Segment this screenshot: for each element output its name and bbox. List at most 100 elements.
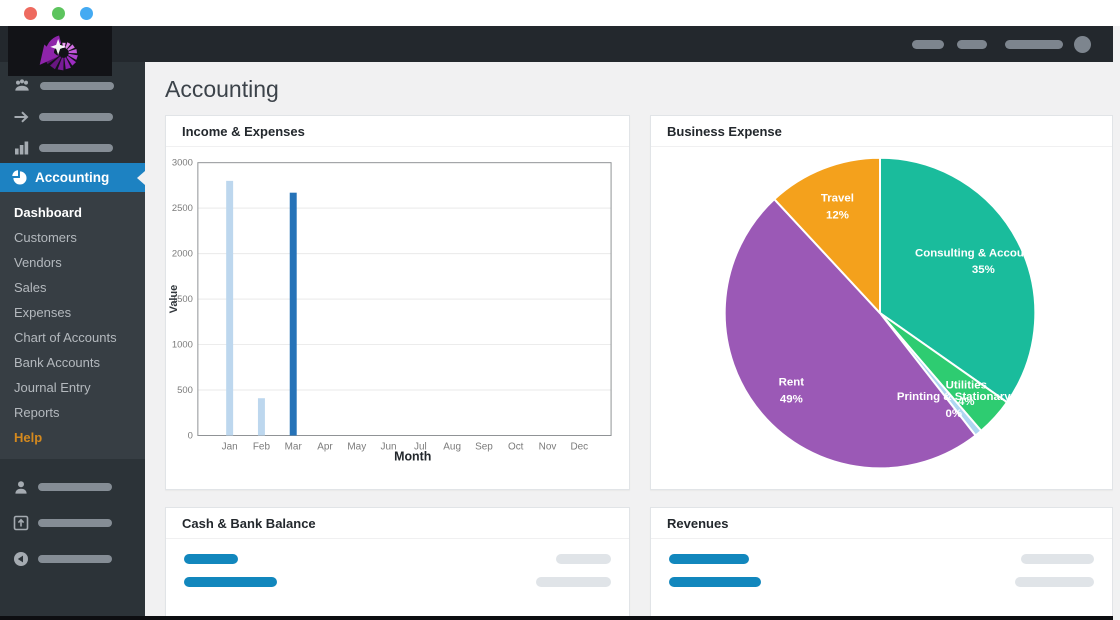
app-logo[interactable] [8, 26, 112, 76]
topbar-link-placeholder[interactable] [957, 39, 987, 49]
submenu-item-vendors[interactable]: Vendors [14, 255, 62, 270]
svg-text:1000: 1000 [172, 340, 193, 351]
sidebar-item-collapse-menu[interactable] [0, 541, 145, 577]
window-close-button[interactable] [24, 6, 37, 20]
svg-text:0: 0 [188, 430, 193, 441]
card-title-cash-bank: Cash & Bank Balance [166, 508, 629, 539]
menu-label-placeholder [38, 555, 112, 563]
submenu-item-sales[interactable]: Sales [14, 280, 47, 295]
window-bottom-edge [0, 616, 1113, 620]
users-icon [15, 79, 29, 91]
svg-text:May: May [347, 441, 366, 452]
menu-label-placeholder [39, 143, 113, 152]
svg-text:49%: 49% [780, 394, 803, 406]
svg-text:0%: 0% [946, 408, 963, 420]
submenu-item-expenses[interactable]: Expenses [14, 305, 72, 320]
active-item-arrow [137, 170, 145, 185]
svg-text:Printing & Stationary: Printing & Stationary [897, 391, 1011, 403]
svg-text:Travel: Travel [821, 193, 854, 205]
window-minimize-button[interactable] [52, 6, 65, 20]
bar-chart-icon [15, 141, 29, 155]
sidebar-item-placeholder-1[interactable] [0, 70, 145, 101]
svg-text:2000: 2000 [172, 249, 193, 260]
sidebar: Accounting Dashboard Customers Vendors S… [0, 62, 145, 620]
svg-text:Jul: Jul [414, 441, 427, 452]
submenu-item-reports[interactable]: Reports [14, 405, 60, 420]
amount-placeholder [556, 554, 611, 564]
svg-text:Utilities: Utilities [946, 379, 987, 391]
amount-placeholder [1015, 577, 1094, 587]
svg-text:500: 500 [177, 385, 193, 396]
sidebar-item-settings[interactable] [0, 505, 145, 541]
svg-text:12%: 12% [826, 210, 849, 222]
svg-text:Aug: Aug [443, 441, 461, 452]
account-label-placeholder[interactable] [184, 554, 238, 564]
card-title-business-expense: Business Expense [651, 116, 1112, 147]
svg-text:Mar: Mar [285, 441, 303, 452]
card-income-expenses: Income & Expenses 0 500 1000 1500 2000 2500 30… [165, 115, 630, 490]
sidebar-submenu: Dashboard Customers Vendors Sales Expens… [0, 192, 145, 459]
card-title-revenues: Revenues [651, 508, 1112, 539]
main-content: Accounting Income & Expenses 0 500 1000 150… [145, 62, 1113, 620]
top-nav-bar [0, 26, 1113, 62]
window-maximize-button[interactable] [80, 6, 93, 20]
sidebar-item-profile[interactable] [0, 469, 145, 505]
sidebar-item-label: Accounting [35, 170, 110, 185]
svg-text:Consulting & Accounting: Consulting & Accounting [915, 247, 1052, 259]
balance-row [166, 577, 629, 587]
submenu-item-bank-accounts[interactable]: Bank Accounts [14, 355, 100, 370]
svg-text:2500: 2500 [172, 203, 193, 214]
svg-text:Nov: Nov [539, 441, 557, 452]
amount-placeholder [536, 577, 611, 587]
account-label-placeholder[interactable] [184, 577, 277, 587]
card-revenues: Revenues [650, 507, 1113, 620]
svg-text:Rent: Rent [779, 377, 805, 389]
settings-icon [13, 515, 29, 531]
card-title-income-expenses: Income & Expenses [166, 116, 629, 147]
submenu-item-dashboard[interactable]: Dashboard [14, 205, 82, 220]
sidebar-item-accounting[interactable]: Accounting [0, 163, 145, 192]
window-titlebar [0, 0, 1120, 26]
menu-label-placeholder [38, 519, 112, 527]
submenu-item-help[interactable]: Help [14, 430, 43, 445]
svg-text:Oct: Oct [508, 441, 524, 452]
svg-text:Jun: Jun [381, 441, 397, 452]
topbar-actions [912, 26, 1091, 62]
revenue-row [651, 554, 1112, 564]
user-icon [15, 480, 27, 494]
menu-label-placeholder [38, 483, 112, 491]
card-cash-bank-balance: Cash & Bank Balance [165, 507, 630, 620]
business-expense-pie-chart: Consulting & Accounting 35% Utilities 4%Pri… [723, 156, 1052, 470]
svg-text:Dec: Dec [570, 441, 588, 452]
svg-text:1500: 1500 [172, 294, 193, 305]
revenue-label-placeholder[interactable] [669, 554, 749, 564]
income-expenses-bar-chart: 0 500 1000 1500 2000 2500 3000 Jan Feb Mar Apr May J… [168, 158, 612, 463]
menu-label-placeholder [39, 112, 113, 121]
menu-label-placeholder [40, 81, 114, 90]
collapse-menu-icon [14, 552, 28, 566]
svg-text:Month: Month [394, 449, 431, 463]
page-title: Accounting [165, 76, 279, 102]
pie-chart-icon [12, 170, 27, 185]
svg-text:Value: Value [168, 285, 180, 314]
sidebar-item-placeholder-2[interactable] [0, 101, 145, 132]
sidebar-item-placeholder-3[interactable] [0, 132, 145, 163]
revenue-row [651, 577, 1112, 587]
topbar-user-placeholder[interactable] [1005, 39, 1063, 49]
submenu-item-customers[interactable]: Customers [14, 230, 77, 245]
topbar-link-placeholder[interactable] [912, 39, 944, 49]
arrow-right-icon [14, 110, 29, 123]
svg-text:Feb: Feb [253, 441, 271, 452]
svg-text:Jan: Jan [222, 441, 238, 452]
svg-text:Apr: Apr [317, 441, 333, 452]
balance-row [166, 554, 629, 564]
revenue-label-placeholder[interactable] [669, 577, 761, 587]
amount-placeholder [1021, 554, 1094, 564]
svg-text:4%: 4% [958, 396, 975, 408]
submenu-item-chart-of-accounts[interactable]: Chart of Accounts [14, 330, 117, 345]
svg-text:35%: 35% [972, 264, 995, 276]
avatar[interactable] [1074, 35, 1091, 53]
svg-text:Sep: Sep [475, 441, 493, 452]
submenu-item-journal-entry[interactable]: Journal Entry [14, 380, 91, 395]
